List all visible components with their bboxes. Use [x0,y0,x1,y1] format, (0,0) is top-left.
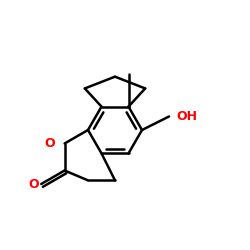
Text: O: O [28,178,39,190]
Text: OH: OH [176,110,198,123]
Text: O: O [44,137,55,150]
